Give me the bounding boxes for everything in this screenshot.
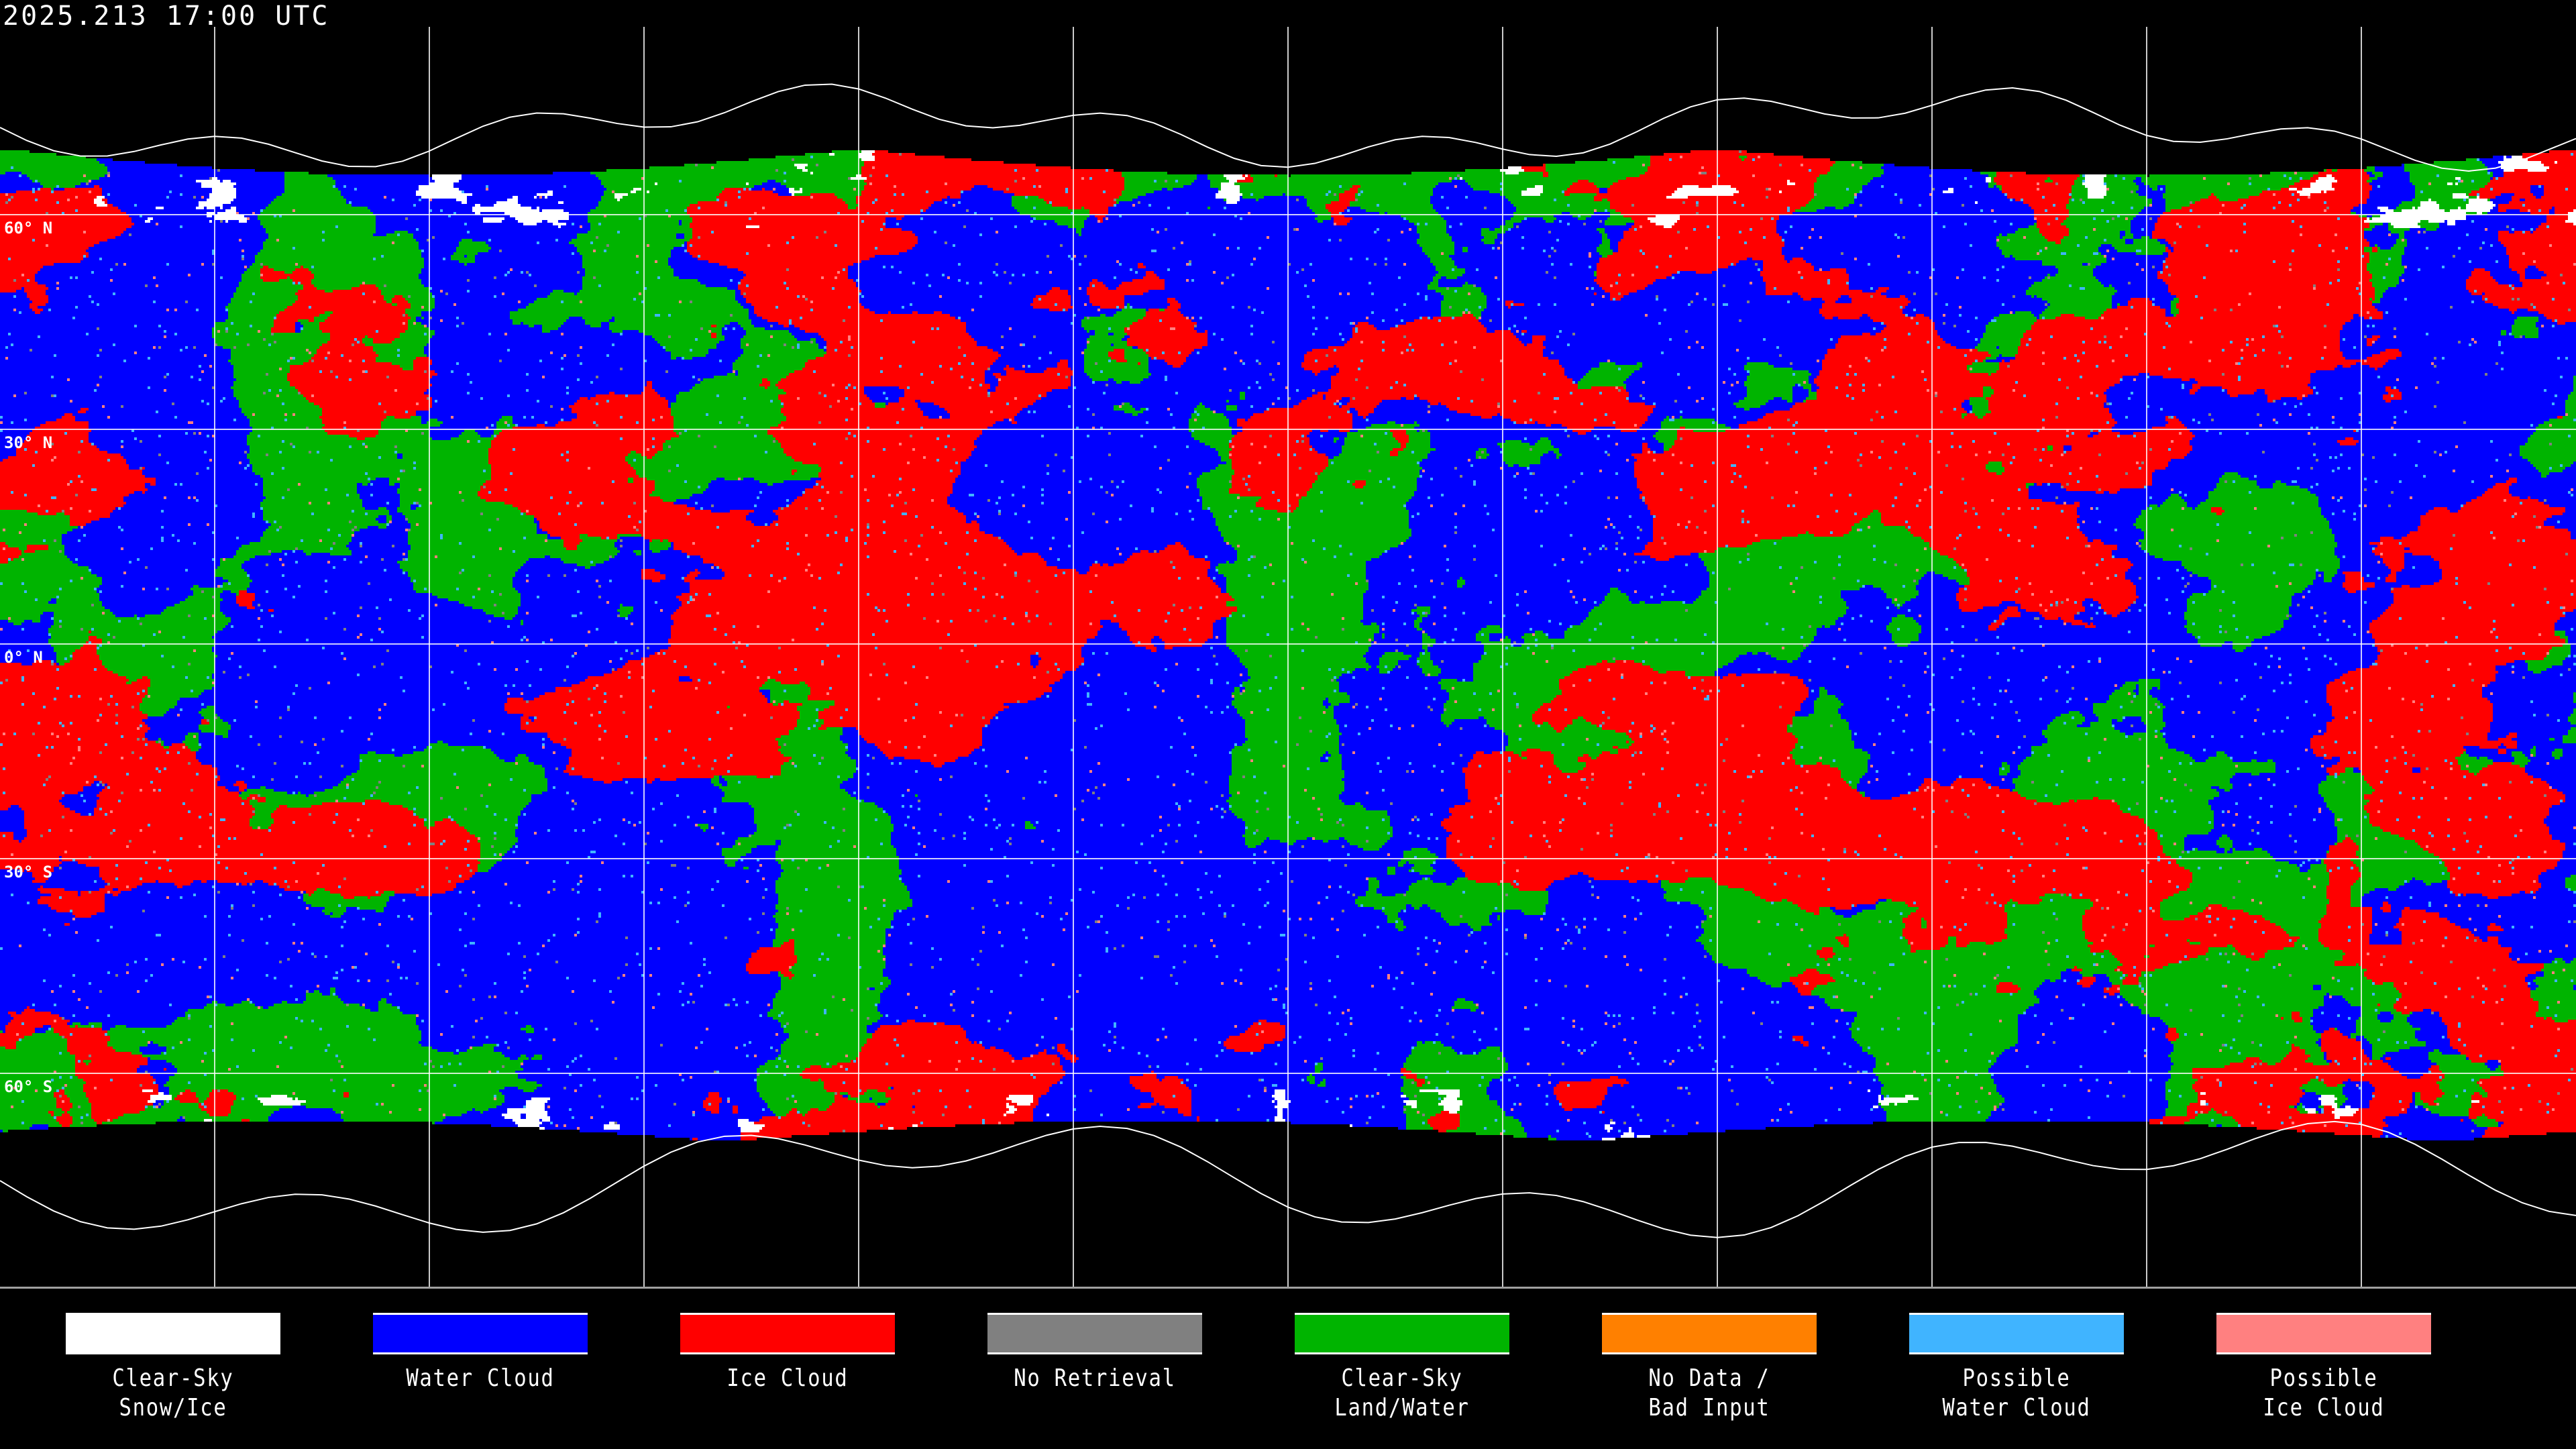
coastline — [0, 83, 2576, 172]
legend-swatch — [1909, 1313, 2124, 1354]
legend-swatch — [1602, 1313, 1817, 1354]
legend-swatch — [1295, 1313, 1509, 1354]
legend-label: Ice Cloud — [727, 1364, 849, 1392]
cloud-phase-map: 2025.213 17:00 UTC 60° N 30° N 0° N 30° … — [0, 0, 2576, 1288]
map-overlay — [0, 27, 2576, 1287]
map-legend-divider — [0, 1287, 2576, 1289]
legend-label: Water Cloud — [406, 1364, 555, 1392]
lat-label-0n: 0° N — [4, 648, 43, 667]
legend-label: Clear-Sky Land/Water — [1334, 1364, 1470, 1421]
legend-label: Possible Water Cloud — [1942, 1364, 2091, 1421]
lat-label-60s: 60° S — [4, 1077, 53, 1096]
lat-label-30s: 30° S — [4, 863, 53, 881]
legend-swatch — [680, 1313, 895, 1354]
timestamp-label: 2025.213 17:00 UTC — [3, 1, 330, 32]
legend-label: Possible Ice Cloud — [2263, 1364, 2385, 1421]
legend-swatch — [2216, 1313, 2431, 1354]
coastline — [0, 1120, 2576, 1238]
legend-swatch — [987, 1313, 1202, 1354]
legend-label: No Data / Bad Input — [1648, 1364, 1770, 1421]
legend-swatch — [66, 1313, 280, 1354]
legend: Clear-Sky Snow/Ice Water Cloud Ice Cloud… — [0, 1289, 2576, 1449]
lat-label-30n: 30° N — [4, 433, 53, 452]
legend-swatch — [373, 1313, 588, 1354]
legend-label: Clear-Sky Snow/Ice — [112, 1364, 234, 1421]
legend-label: No Retrieval — [1014, 1364, 1176, 1392]
lat-label-60n: 60° N — [4, 219, 53, 237]
